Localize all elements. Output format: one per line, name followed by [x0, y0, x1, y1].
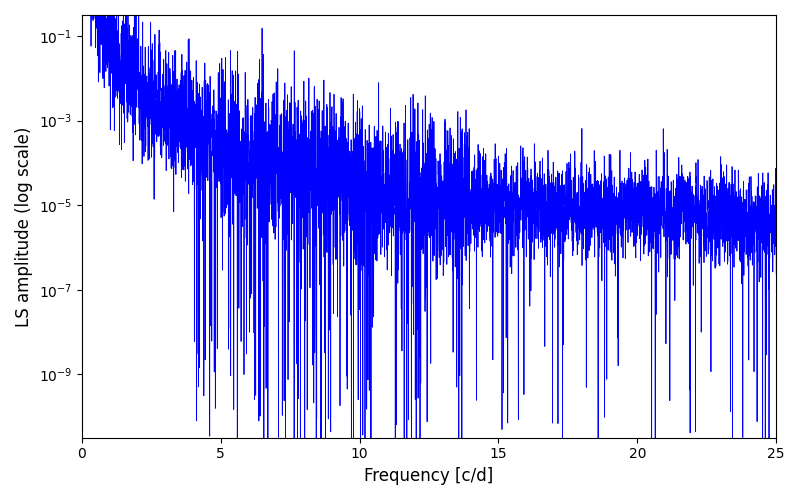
Y-axis label: LS amplitude (log scale): LS amplitude (log scale) — [15, 126, 33, 326]
X-axis label: Frequency [c/d]: Frequency [c/d] — [364, 467, 494, 485]
